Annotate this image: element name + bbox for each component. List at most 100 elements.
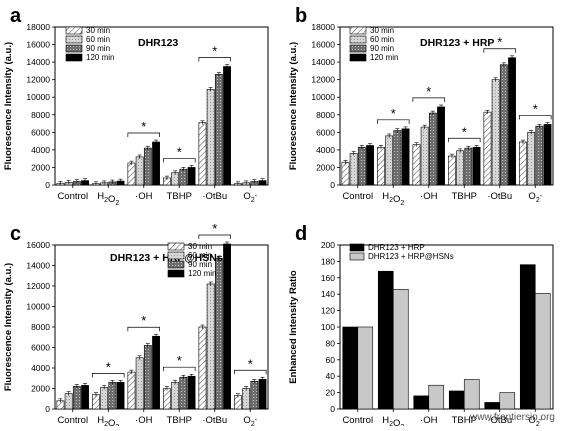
bar [483,111,492,186]
bar [206,89,215,186]
bar [535,125,544,186]
legend-swatch [167,242,185,251]
category-label: Control [57,191,88,202]
bar [357,146,366,186]
legend-swatch [349,44,367,53]
significance-star: * [212,44,217,59]
category-label: ·OH [420,415,438,426]
significance-star: * [426,84,431,99]
bar [420,126,429,186]
chart-title: DHR123 + HRP [420,37,494,49]
bar [456,150,465,186]
significance-star: * [248,356,253,371]
bar [250,381,259,410]
bar [234,395,242,410]
bar [92,394,100,410]
legend-swatch [349,243,365,252]
bar [143,147,152,186]
legend-label: 90 min [188,260,212,269]
bar [543,124,552,186]
plot-frame [54,26,269,186]
bar [143,345,152,410]
chart-panel-a: a 0 2000 4000 6000 8000 10000 12000 14000 16000 18… [3,5,269,207]
bar [341,161,350,186]
bar [357,326,374,410]
y-tick-label: 4000 [316,145,335,155]
y-tick-label: 12000 [26,75,50,85]
bar [401,128,410,186]
significance-bracket [448,137,481,143]
panel-label: b [295,5,307,27]
chart-title: DHR123 + HRP@HSNs [110,252,223,264]
significance-star: * [212,221,217,236]
bar [342,326,359,410]
bar [392,288,409,410]
category-label: TBHP [167,415,192,426]
y-tick-label: 10000 [26,302,50,312]
y-tick-label: 10000 [26,92,50,102]
legend-label: 120 min [188,269,216,278]
bar [135,357,144,410]
panel-label: a [10,5,22,27]
significance-star: * [533,101,538,116]
category-label: O2- [243,191,257,204]
bar [72,386,81,410]
y-tick-label: 160 [321,273,335,283]
y-tick-label: 60 [326,355,336,365]
y-axis-label: Enhanced Intensity Ratio [288,270,299,384]
y-tick-label: 20 [326,388,336,398]
significance-star: * [462,124,467,139]
y-tick-label: 10000 [311,92,335,102]
bar [171,382,180,410]
legend-swatch [349,53,367,62]
category-label: Control [342,191,373,202]
bar [428,384,445,410]
y-tick-label: 180 [321,256,335,266]
significance-bracket [519,115,552,120]
bar [366,145,374,186]
category-label: ·OH [135,191,153,202]
y-tick-label: 12000 [26,281,50,291]
significance-bracket [163,158,196,163]
significance-star: * [391,106,396,121]
chart-panel-d: d 0 20 40 60 80 100 120 140 160 180 200 Enhanced Int… [288,223,554,431]
bar [519,141,527,186]
significance-bracket [163,366,196,372]
y-tick-label: 6000 [31,127,50,137]
significance-bracket [198,234,231,239]
bar [198,122,207,186]
significance-bracket [483,48,516,53]
bar [448,390,465,410]
y-tick-label: 6000 [31,343,50,353]
category-label: O2- [243,415,257,426]
watermark-text: www.frontiersin.org [469,412,555,423]
y-tick-label: 16000 [26,240,50,250]
category-label: O2- [528,191,542,204]
bar [519,264,536,410]
bar [223,66,231,186]
y-tick-label: 18000 [26,22,50,32]
y-tick-label: 140 [321,289,335,299]
category-label: ·OH [420,191,438,202]
bar [242,388,251,410]
significance-star: * [141,119,146,134]
category-label: Control [342,415,373,426]
y-tick-label: 2000 [31,384,50,394]
legend-label: 120 min [370,53,398,62]
bar [437,106,445,186]
legend-label: 60 min [188,251,212,260]
legend-label: 60 min [86,35,110,44]
legend-swatch [65,35,83,44]
bar [377,270,394,410]
bar [214,258,223,410]
category-label: O2- [528,415,542,426]
chart-title: DHR123 [138,37,178,49]
bar [198,326,207,410]
y-tick-label: 0 [45,404,50,414]
category-label: ·OtBu [202,191,227,202]
significance-bracket [377,119,410,124]
legend-label: 120 min [86,53,114,62]
legend-label: 60 min [370,35,394,44]
